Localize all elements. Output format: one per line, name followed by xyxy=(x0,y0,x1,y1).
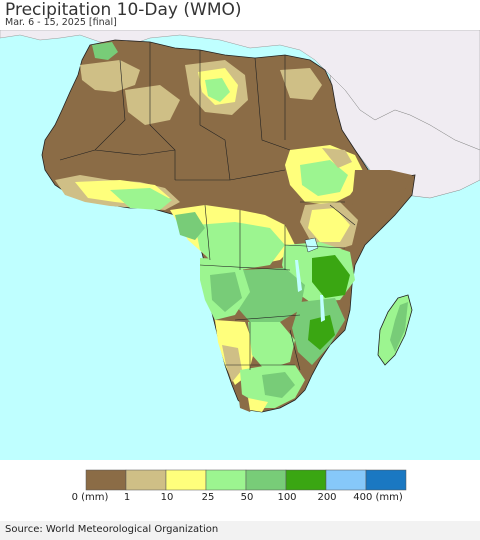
lake-malawi xyxy=(320,295,325,322)
cape-yellow xyxy=(248,398,268,412)
legend-label-7: 400 (mm) xyxy=(353,492,403,503)
legend-swatch-7 xyxy=(365,469,407,491)
kenya-yellow xyxy=(308,208,350,242)
map-title: Precipitation 10-Day (WMO) xyxy=(5,0,242,20)
legend-swatch-6 xyxy=(325,469,367,491)
gulf-guinea-green xyxy=(110,188,172,210)
source-bar: Source: World Meteorological Organizatio… xyxy=(0,521,480,540)
namibia-tan xyxy=(222,345,242,382)
lake-tanganyika xyxy=(295,260,302,292)
legend-label-6: 200 xyxy=(317,492,337,503)
sahara-tan-center xyxy=(125,85,180,125)
legend-label-3: 25 xyxy=(201,492,215,503)
legend-swatch-1 xyxy=(125,469,167,491)
lake-victoria xyxy=(304,237,319,253)
zambia-green xyxy=(232,268,305,325)
legend-label-1: 1 xyxy=(123,492,131,503)
map-subtitle: Mar. 6 - 15, 2025 [final] xyxy=(5,17,117,28)
mozambique-dark xyxy=(308,315,335,350)
source-credit: Source: World Meteorological Organizatio… xyxy=(5,524,219,535)
legend-label-0: 0 (mm) xyxy=(71,492,109,503)
ethiopia-tan xyxy=(322,148,352,168)
sahara-tan-west xyxy=(80,60,140,92)
cameroon-green xyxy=(175,212,205,240)
country-borders xyxy=(59,42,356,371)
legend-swatch-2 xyxy=(165,469,207,491)
morocco-green xyxy=(92,42,118,60)
nile-tan xyxy=(280,68,322,100)
madagascar-east xyxy=(390,302,408,352)
south-africa-mid xyxy=(262,372,295,398)
sahara-green xyxy=(205,78,230,102)
legend-label-2: 10 xyxy=(160,492,174,503)
legend-label-5: 100 xyxy=(277,492,297,503)
angola-mid xyxy=(210,272,242,312)
ethiopia-green xyxy=(300,160,348,196)
legend xyxy=(85,469,407,491)
precipitation-map xyxy=(0,30,480,460)
botswana-green xyxy=(248,322,295,370)
legend-swatch-0 xyxy=(85,469,127,491)
legend-swatch-5 xyxy=(285,469,327,491)
legend-swatch-3 xyxy=(205,469,247,491)
legend-swatch-4 xyxy=(245,469,287,491)
somalia-brown xyxy=(352,170,412,240)
tanzania-dark-green xyxy=(312,255,350,298)
legend-label-4: 50 xyxy=(240,492,254,503)
